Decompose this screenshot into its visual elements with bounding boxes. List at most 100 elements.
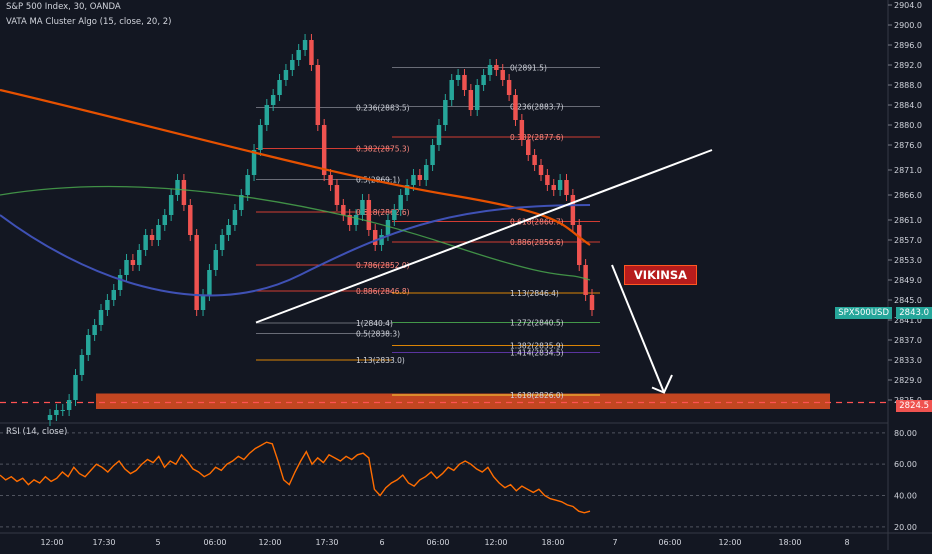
- candle-body: [277, 80, 282, 95]
- candle-body: [251, 150, 257, 175]
- candle-body: [372, 230, 378, 245]
- candle-body: [130, 260, 136, 265]
- candle-body: [92, 325, 97, 335]
- rsi-tick-label: 80.00: [894, 429, 917, 438]
- candle-body: [526, 140, 531, 155]
- candle-body: [481, 75, 486, 85]
- candle-body: [117, 275, 123, 290]
- fib-level-label: 1.13(2846.4): [510, 289, 559, 298]
- candle-body: [79, 355, 85, 375]
- candle-body: [200, 295, 206, 310]
- candle-body: [296, 50, 301, 60]
- candle-body: [494, 65, 499, 70]
- price-tick-label: 2849.0: [894, 276, 922, 285]
- candle-body: [290, 60, 295, 70]
- time-tick-label: 6: [379, 538, 384, 547]
- candle-body: [194, 235, 199, 310]
- time-tick-label: 06:00: [658, 538, 681, 547]
- candle-body: [577, 225, 582, 265]
- candle-body: [321, 125, 327, 175]
- time-tick-label: 12:00: [718, 538, 741, 547]
- fib-level-label: 1.414(2834.5): [510, 349, 564, 358]
- candle-body: [60, 410, 65, 411]
- fib-level-label: 0.618(2860.7): [510, 218, 564, 227]
- time-tick-label: 18:00: [541, 538, 564, 547]
- candle-body: [47, 415, 53, 420]
- candle-body: [207, 270, 212, 295]
- time-tick-label: 17:30: [92, 538, 115, 547]
- current-price-badge: 2843.0: [896, 307, 932, 319]
- forecast-arrow-head: [651, 374, 673, 394]
- price-tick-label: 2900.0: [894, 21, 922, 30]
- candle-body: [270, 95, 276, 105]
- time-tick-label: 06:00: [426, 538, 449, 547]
- candle-body: [353, 215, 359, 225]
- time-tick-label: 17:30: [315, 538, 338, 547]
- price-tick-label: 2857.0: [894, 236, 922, 245]
- candle-body: [462, 75, 467, 90]
- time-tick-label: 12:00: [484, 538, 507, 547]
- candle-body: [302, 40, 308, 50]
- candle-body: [538, 165, 544, 175]
- candle-body: [341, 205, 346, 215]
- candle-body: [423, 165, 429, 180]
- candle-body: [513, 95, 518, 120]
- candle-body: [328, 175, 333, 185]
- candle-body: [411, 175, 416, 185]
- price-tick-label: 2904.0: [894, 1, 922, 10]
- candle-body: [73, 375, 78, 400]
- fib-level-label: 0(2891.5): [510, 64, 547, 73]
- rsi-label: RSI (14, close): [6, 427, 68, 437]
- candle-body: [226, 225, 231, 235]
- fib-level-label: 1.13(2833.0): [356, 356, 405, 365]
- fib-level-label: 1(2840.4): [356, 319, 393, 328]
- time-tick-label: 5: [155, 538, 160, 547]
- time-tick-label: 06:00: [203, 538, 226, 547]
- candle-body: [245, 175, 250, 195]
- time-tick-label: 8: [844, 538, 849, 547]
- price-tick-label: 2866.0: [894, 191, 922, 200]
- candle-body: [213, 250, 219, 270]
- candle-body: [589, 295, 595, 310]
- candle-body: [519, 120, 525, 140]
- rsi-tick-label: 60.00: [894, 460, 917, 469]
- candle-body: [66, 400, 72, 410]
- candle-body: [86, 335, 91, 355]
- fib-level-label: 0.618(2862.6): [356, 208, 410, 217]
- candle-body: [532, 155, 537, 165]
- candle-body: [398, 195, 403, 210]
- price-tick-label: 2880.0: [894, 121, 922, 130]
- trendline: [255, 149, 713, 324]
- price-tick-label: 2829.0: [894, 376, 922, 385]
- candle-body: [545, 175, 550, 185]
- candle-body: [143, 235, 148, 250]
- candle-body: [162, 215, 168, 225]
- candle-body: [366, 200, 372, 230]
- price-tick-label: 2845.0: [894, 296, 922, 305]
- candle-body: [124, 260, 129, 275]
- candle-body: [137, 250, 142, 265]
- price-tick-label: 2876.0: [894, 141, 922, 150]
- candle-body: [264, 105, 270, 125]
- candle-body: [436, 125, 442, 145]
- candle-body: [315, 65, 321, 125]
- candle-body: [557, 180, 563, 190]
- candle-body: [570, 195, 576, 225]
- candle-body: [564, 180, 569, 195]
- candle-body: [449, 80, 454, 100]
- fib-level-label: 0.5(2869.1): [356, 176, 400, 185]
- annotation-label: VIKINSA: [624, 265, 697, 285]
- candle-body: [347, 215, 352, 225]
- candle-body: [551, 185, 556, 190]
- candle-body: [430, 145, 435, 165]
- fib-level-label: 0.5(2838.3): [356, 330, 400, 339]
- candle-body: [111, 290, 116, 300]
- candle-body: [385, 220, 391, 235]
- ma-green-line: [0, 185, 591, 281]
- fib-level-label: 0.382(2877.6): [510, 133, 564, 142]
- target-price-badge: 2824.5: [896, 400, 932, 412]
- candle-body: [309, 40, 314, 65]
- fib-level-label: 0.382(2875.3): [356, 145, 410, 154]
